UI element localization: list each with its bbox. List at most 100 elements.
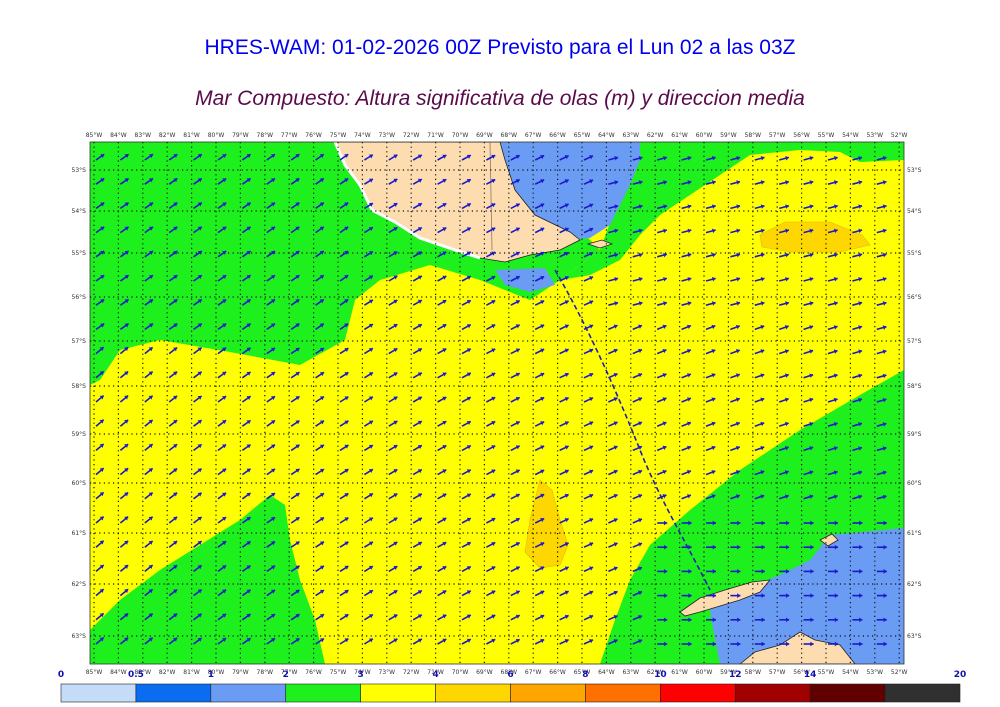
wave-arrowhead bbox=[148, 275, 153, 280]
lon-label-top: 68°W bbox=[501, 132, 518, 139]
wave-arrowhead bbox=[712, 593, 716, 598]
wave-arrowhead bbox=[368, 565, 373, 570]
wave-arrowhead bbox=[613, 614, 618, 620]
wave-arrowhead bbox=[858, 252, 863, 258]
wave-arrowhead bbox=[638, 348, 642, 354]
wave-arrowhead bbox=[417, 396, 422, 401]
wave-arrowhead bbox=[197, 347, 202, 352]
wave-arrowhead bbox=[712, 617, 716, 623]
wave-arrowhead bbox=[417, 541, 422, 546]
wave-arrowhead bbox=[295, 323, 300, 328]
colorbar-tick-label: 4 bbox=[432, 670, 438, 680]
wave-arrowhead bbox=[368, 348, 373, 353]
lon-label-top: 66°W bbox=[549, 132, 566, 139]
lon-label-top: 73°W bbox=[379, 132, 396, 139]
wave-arrowhead bbox=[589, 566, 594, 571]
wave-arrowhead bbox=[515, 227, 520, 232]
coastline-highlight bbox=[333, 142, 481, 260]
wave-arrowhead bbox=[270, 178, 275, 183]
wave-arrowhead bbox=[344, 154, 349, 159]
wave-arrowhead bbox=[785, 520, 790, 526]
wave-arrowhead bbox=[246, 541, 251, 546]
wave-arrowhead bbox=[515, 493, 520, 498]
wave-arrowhead bbox=[589, 372, 594, 378]
wave-arrowhead bbox=[613, 518, 618, 523]
wave-arrowhead bbox=[417, 493, 422, 498]
wave-arrowhead bbox=[466, 275, 471, 280]
wave-arrowhead bbox=[124, 589, 129, 594]
wave-arrowhead bbox=[613, 590, 618, 595]
wave-arrowhead bbox=[368, 299, 373, 304]
wave-arrowhead bbox=[515, 372, 520, 377]
lat-label-right: 62°S bbox=[907, 581, 922, 588]
lon-label-top: 57°W bbox=[769, 132, 786, 139]
wave-arrowhead bbox=[368, 493, 373, 498]
colorbar-tick-label: 1 bbox=[208, 670, 214, 680]
wave-arrowhead bbox=[466, 372, 471, 377]
wave-arrowhead bbox=[148, 202, 153, 207]
wave-arrowhead bbox=[100, 178, 105, 183]
wave-arrowhead bbox=[515, 614, 520, 619]
wave-arrowhead bbox=[197, 468, 202, 473]
wave-arrowhead bbox=[760, 373, 765, 378]
wave-arrowhead bbox=[295, 420, 300, 425]
wave-arrowhead bbox=[368, 614, 373, 619]
wave-arrowhead bbox=[882, 397, 887, 403]
wave-arrowhead bbox=[859, 544, 863, 550]
wave-arrowhead bbox=[638, 518, 642, 523]
wave-arrowhead bbox=[246, 323, 251, 328]
wave-arrowhead bbox=[540, 566, 545, 571]
wave-arrowhead bbox=[540, 179, 545, 184]
wave-arrowhead bbox=[368, 202, 373, 207]
wave-arrowhead bbox=[222, 565, 227, 570]
wave-arrowhead bbox=[368, 541, 373, 546]
wave-arrowhead bbox=[736, 252, 741, 258]
wave-arrowhead bbox=[393, 420, 398, 425]
wave-arrowhead bbox=[319, 323, 324, 328]
wave-arrowhead bbox=[809, 276, 814, 282]
lon-label-bottom: 84°W bbox=[110, 669, 127, 676]
wave-arrowhead bbox=[662, 494, 667, 499]
wave-arrowhead bbox=[368, 396, 373, 401]
colorbar-segment bbox=[360, 683, 436, 703]
lon-label-bottom: 70°W bbox=[452, 669, 469, 676]
wave-arrowhead bbox=[638, 493, 642, 499]
wave-arrowhead bbox=[809, 155, 814, 161]
wave-arrowhead bbox=[760, 276, 765, 282]
wave-arrowhead bbox=[222, 517, 227, 521]
wave-arrowhead bbox=[197, 420, 202, 425]
wave-arrowhead bbox=[564, 154, 569, 160]
wave-arrowhead bbox=[809, 421, 814, 427]
wave-arrowhead bbox=[295, 493, 300, 497]
wave-arrowhead bbox=[638, 324, 642, 329]
wave-arrowhead bbox=[393, 323, 398, 328]
wave-arrowhead bbox=[271, 493, 276, 497]
wave-arrowhead bbox=[663, 276, 667, 282]
wave-arrowhead bbox=[197, 565, 202, 570]
wave-arrowhead bbox=[344, 468, 349, 473]
wave-arrowhead bbox=[711, 324, 716, 330]
wave-arrowhead bbox=[540, 300, 545, 305]
wave-arrowhead bbox=[810, 641, 814, 647]
lon-label-bottom: 80°W bbox=[208, 669, 225, 676]
wave-arrowhead bbox=[491, 227, 496, 232]
colorbar-segment bbox=[285, 683, 361, 703]
wave-arrowhead bbox=[368, 323, 373, 328]
wave-arrowhead bbox=[833, 228, 838, 234]
wave-arrowhead bbox=[173, 371, 178, 376]
wave-arrowhead bbox=[197, 516, 202, 521]
wave-arrowhead bbox=[663, 520, 668, 526]
wave-arrowhead bbox=[442, 324, 447, 329]
wave-arrowhead bbox=[614, 276, 619, 282]
wave-arrowhead bbox=[515, 275, 520, 281]
wave-arrowhead bbox=[344, 323, 349, 328]
wave-arrowhead bbox=[442, 614, 447, 619]
wave-arrowhead bbox=[99, 347, 104, 352]
wave-arrowhead bbox=[833, 155, 838, 161]
wave-arrowhead bbox=[735, 324, 740, 330]
wave-arrowhead bbox=[638, 204, 643, 209]
wave-arrowhead bbox=[197, 178, 202, 183]
wave-arrowhead bbox=[368, 154, 373, 159]
wave-arrowhead bbox=[761, 520, 765, 526]
wave-arrowhead bbox=[540, 542, 545, 547]
